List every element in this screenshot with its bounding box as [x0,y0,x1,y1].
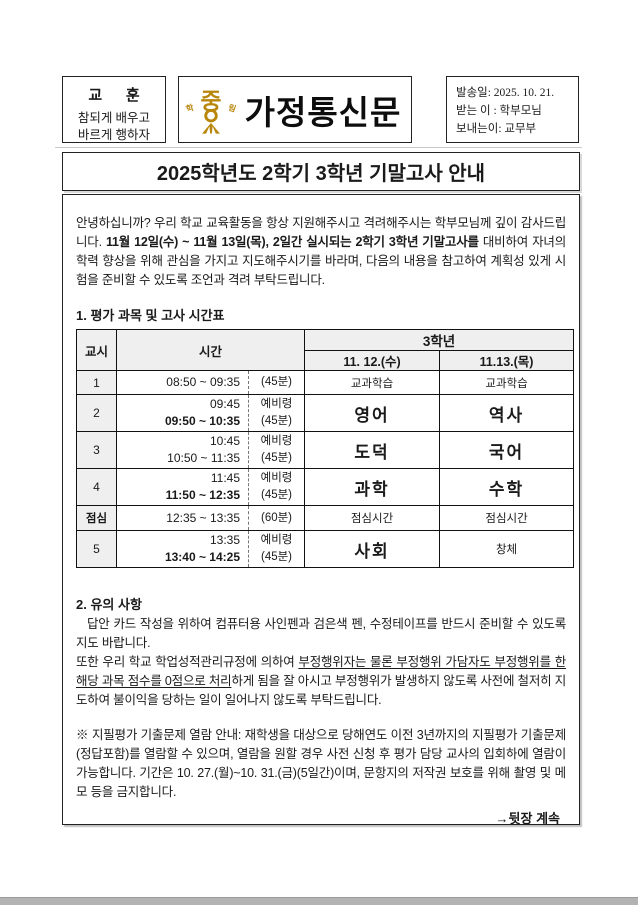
table-row-period3: 3 10:45 10:50 ~ 11:35 예비령 (45분) 도덕 국어 [76,431,575,469]
subject-thu: 수학 [439,468,575,506]
viewer-bottom-edge [0,897,638,905]
bell-label: 예비령 [260,472,293,484]
col-header-grade: 3학년 [304,329,575,351]
subject-wed: 영어 [304,394,441,432]
subject-thu: 국어 [439,431,575,469]
period-cell: 점심 [76,505,117,531]
bell-label: 예비령 [260,435,293,447]
col-header-day1: 11. 12.(수) [304,350,441,371]
subject-wed: 점심시간 [304,505,441,531]
period-cell: 3 [76,431,117,469]
subject-thu: 점심시간 [439,505,575,531]
masthead-title: 가정통신문 [244,93,402,131]
subject-thu: 역사 [439,394,575,432]
table-row-period2: 2 09:45 09:50 ~ 10:35 예비령 (45분) 영어 역사 [76,394,575,432]
time-range: 10:50 ~ 11:35 [167,451,240,465]
document-title: 2025학년도 2학기 3학년 기말고사 안내 [156,163,486,185]
pre-bell-time: 10:45 [209,434,240,448]
pre-bell-time: 13:35 [209,533,240,547]
period-cell: 2 [76,394,117,432]
notice2-underlined: 부정행위자는 물론 부정행위 가담자도 부정행위를 한 해당 과목 점수를 0점… [76,655,567,688]
duration: (60분) [260,511,293,524]
subject-thu: 창체 [439,530,575,568]
motto-line-2: 바르게 행하자 [77,128,151,142]
period-cell: 4 [76,468,117,506]
recipient: 받는 이 : 학부모님 [456,105,542,117]
intro-text-2: 대비하여 자녀의 학력 향상을 위해 관심을 가지고 지도해주시기를 바라며, … [76,235,566,287]
table-row-lunch: 점심 12:35 ~ 13:35 (60분) 점심시간 점심시간 [76,505,575,531]
duration: (45분) [260,489,293,501]
sender: 보내는이: 교무부 [456,123,537,135]
intro-text-1: 안녕하십니까? 우리 학교 교육활동을 항상 지원해주시고 격려해주시는 학부모… [76,216,566,249]
pre-bell-time: 09:45 [209,397,240,411]
pre-bell-time: 11:45 [210,471,240,485]
table-row-period5: 5 13:35 13:40 ~ 14:25 예비령 (45분) 사회 창체 [76,530,575,568]
intro-exam-dates: 11월 12일(수) ~ 11월 13일(목), 2일간 실시되는 2학기 3학… [105,235,479,249]
time-range: 08:50 ~ 09:35 [166,375,240,389]
col-header-day2: 11.13.(목) [439,350,575,371]
school-emblem-icon: 학 중 림 [185,88,237,134]
table-row-period4: 4 11:45 11:50 ~ 12:35 예비령 (45분) 과학 수학 [76,468,575,506]
content-box: 안녕하십니까? 우리 학교 교육활동을 항상 지원해주시고 격려해주시는 학부모… [62,194,580,826]
svg-text:림: 림 [227,102,237,114]
motto-title: 교 훈 [88,88,150,104]
subject-wed: 사회 [304,530,441,568]
duration: (45분) [260,551,293,563]
subject-thu: 교과학습 [439,370,575,395]
exam-timetable: 교시 시간 3학년 11. 12.(수) 11.13.(목) 1 08:50 ~… [76,329,575,568]
header-divider [55,147,582,148]
school-motto-box: 교 훈 참되게 배우고 바르게 행하자 [62,76,166,143]
sent-date: 발송일: 2025. 10. 21. [456,87,555,99]
col-header-time: 시간 [115,329,306,371]
subject-wed: 교과학습 [304,370,441,395]
notice2-text-2: 하게 됨을 잘 아시고 부정행위가 발생하지 않도록 사전에 철저히 지도하여 … [76,674,567,707]
svg-text:학: 학 [185,101,195,113]
section2-heading: 2. 유의 사항 [76,597,142,612]
duration: (45분) [260,452,293,464]
subject-wed: 도덕 [304,431,441,469]
send-info-box: 발송일: 2025. 10. 21. 받는 이 : 학부모님 보내는이: 교무부 [446,76,579,143]
time-range: 12:35 ~ 13:35 [166,510,240,525]
section1-heading: 1. 평가 과목 및 고사 시간표 [76,308,225,323]
notice2-text-1: 또한 우리 학교 학업성적관리규정에 의하여 [76,655,299,669]
col-header-period: 교시 [76,329,117,371]
motto-line-1: 참되게 배우고 [77,111,151,125]
table-row-period1: 1 08:50 ~ 09:35 (45분) 교과학습 교과학습 [76,370,575,395]
time-range: 11:50 ~ 12:35 [165,488,240,502]
period-cell: 5 [76,530,117,568]
svg-text:중: 중 [201,88,222,114]
time-range: 09:50 ~ 10:35 [164,414,240,428]
notice-paragraph-1: 답안 카드 작성을 위하여 컴퓨터용 사인펜과 검은색 펜, 수정테이프를 반드… [76,617,566,650]
document-title-box: 2025학년도 2학기 3학년 기말고사 안내 [62,152,580,191]
continued-on-back: →뒷장 계속 [495,811,560,826]
bell-label: 예비령 [260,534,293,546]
notice-paragraph-2: 또한 우리 학교 학업성적관리규정에 의하여 부정행위자는 물론 부정행위 가담… [76,653,566,710]
masthead-box: 학 중 림 가정통신문 [178,76,412,143]
bell-label: 예비령 [260,398,293,410]
period-cell: 1 [76,370,117,395]
duration: (45분) [260,376,293,388]
subject-wed: 과학 [304,468,441,506]
intro-paragraph: 안녕하십니까? 우리 학교 교육활동을 항상 지원해주시고 격려해주시는 학부모… [76,214,566,290]
duration: (45분) [260,415,293,427]
time-range: 13:40 ~ 14:25 [164,550,240,564]
past-exam-note: ※ 지필평가 기출문제 열람 안내: 재학생을 대상으로 당해연도 이전 3년까… [76,728,566,799]
